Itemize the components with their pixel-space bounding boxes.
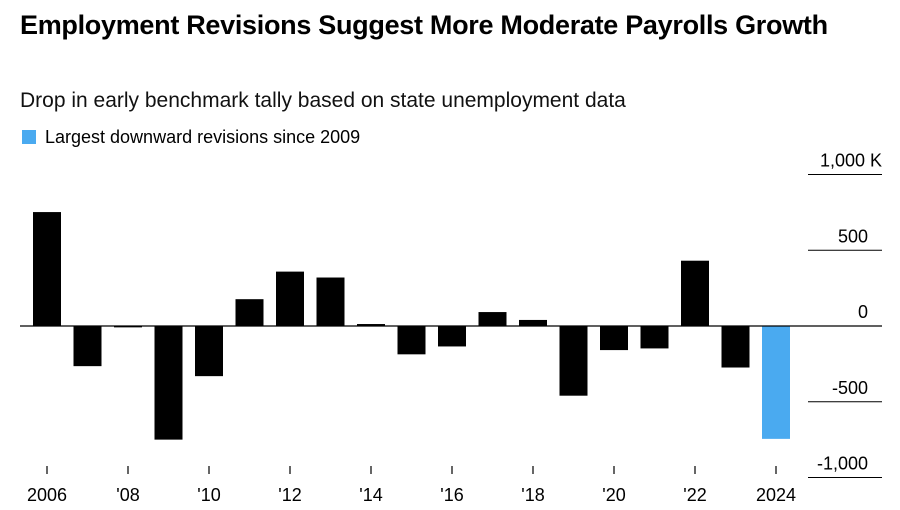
bar <box>640 326 669 349</box>
bar <box>154 326 183 440</box>
bar <box>559 326 588 396</box>
bar <box>478 312 507 326</box>
x-tick-label: '22 <box>683 485 706 505</box>
bar <box>357 324 385 326</box>
x-tick-label: '08 <box>116 485 139 505</box>
x-tick-label: '16 <box>440 485 463 505</box>
bar <box>276 271 304 326</box>
y-tick-label: 1,000 K <box>820 151 882 171</box>
bar <box>721 326 750 368</box>
bar <box>397 326 426 355</box>
legend-label: Largest downward revisions since 2009 <box>45 127 361 147</box>
y-tick-label: 500 <box>838 226 868 246</box>
x-tick-label: 2024 <box>756 485 796 505</box>
y-tick-label: -500 <box>832 378 868 398</box>
y-tick-label: -1,000 <box>817 454 868 474</box>
x-tick-label: '20 <box>602 485 625 505</box>
y-tick-label: 0 <box>858 302 868 322</box>
x-tick-label: '14 <box>359 485 382 505</box>
x-tick-label: '12 <box>278 485 301 505</box>
chart-title: Employment Revisions Suggest More Modera… <box>20 10 828 40</box>
legend-swatch <box>22 130 36 144</box>
x-tick-label: '18 <box>521 485 544 505</box>
chart-legend: Largest downward revisions since 2009 <box>22 126 360 148</box>
x-tick-label: '10 <box>197 485 220 505</box>
bar <box>195 326 223 377</box>
bar <box>73 326 102 367</box>
bar <box>600 326 628 351</box>
bar <box>316 277 345 326</box>
bar <box>114 326 142 328</box>
x-tick-label: 2006 <box>27 485 67 505</box>
bar <box>438 326 466 347</box>
bar <box>519 319 547 326</box>
bar <box>33 212 61 326</box>
bar <box>681 260 709 326</box>
chart-subtitle: Drop in early benchmark tally based on s… <box>20 89 626 112</box>
bar <box>235 299 264 326</box>
bar <box>762 326 790 439</box>
